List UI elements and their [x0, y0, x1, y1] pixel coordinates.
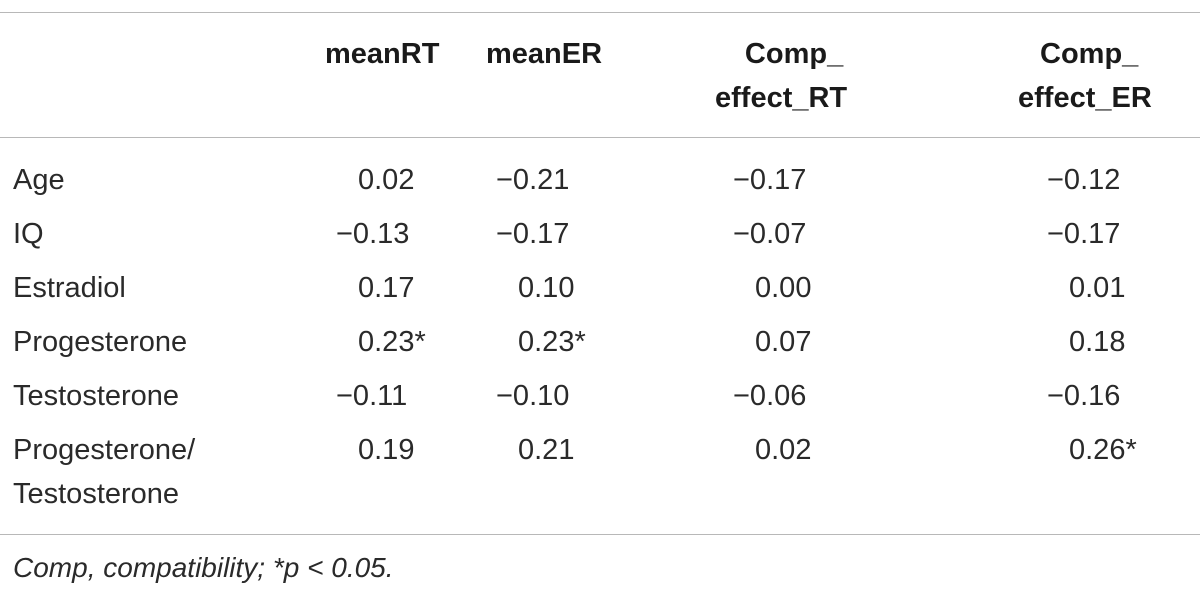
- cell-comp-effect-er: 0.26*: [1069, 434, 1137, 466]
- header-meaner-text: meanER: [486, 38, 603, 70]
- table-top-rule: [0, 12, 1200, 13]
- row-label-line1: Progesterone/: [13, 434, 196, 466]
- header-comp-effect-er: Comp_ effect_ER: [1018, 32, 1152, 120]
- cell-comp-effect-rt: −0.06: [733, 380, 807, 412]
- cell-meanrt: 0.17: [358, 272, 415, 304]
- cell-meaner: 0.23*: [518, 326, 586, 358]
- row-label: Estradiol: [13, 272, 126, 304]
- cell-meaner: 0.21: [518, 434, 575, 466]
- cell-comp-effect-rt: 0.07: [755, 326, 812, 358]
- cell-meanrt: 0.02: [358, 164, 415, 196]
- table-bottom-rule: [0, 534, 1200, 535]
- header-meaner: meanER: [486, 32, 602, 76]
- header-meanrt-text: meanRT: [325, 38, 440, 70]
- header-comp-effect-rt: Comp_ effect_RT: [715, 32, 847, 120]
- row-label: Progesterone/ Testosterone: [13, 428, 195, 516]
- cell-meaner: −0.10: [496, 380, 570, 412]
- row-label: Age: [13, 164, 65, 196]
- cell-meanrt: 0.23*: [358, 326, 426, 358]
- cell-comp-effect-rt: 0.00: [755, 272, 812, 304]
- header-meanrt: meanRT: [325, 32, 439, 76]
- cell-comp-effect-rt: −0.17: [733, 164, 807, 196]
- header-comp-effect-rt-line1: Comp_: [744, 38, 844, 70]
- row-label: Progesterone: [13, 326, 188, 358]
- row-label: IQ: [13, 218, 44, 250]
- cell-meaner: −0.21: [496, 164, 570, 196]
- cell-meaner: 0.10: [518, 272, 575, 304]
- cell-comp-effect-rt: 0.02: [755, 434, 812, 466]
- cell-meanrt: −0.13: [336, 218, 410, 250]
- row-label-line2: Testosterone: [13, 478, 180, 510]
- header-comp-effect-er-line1: Comp_: [1040, 38, 1139, 70]
- cell-comp-effect-er: −0.12: [1047, 164, 1121, 196]
- cell-comp-effect-er: 0.01: [1069, 272, 1126, 304]
- cell-meanrt: −0.11: [336, 380, 408, 412]
- row-label: Testosterone: [13, 380, 180, 412]
- cell-comp-effect-er: −0.17: [1047, 218, 1121, 250]
- cell-meanrt: 0.19: [358, 434, 415, 466]
- cell-meaner: −0.17: [496, 218, 570, 250]
- table-footnote: Comp, compatibility; *p < 0.05.: [13, 552, 394, 583]
- header-comp-effect-er-line2: effect_ER: [1018, 82, 1152, 114]
- cell-comp-effect-rt: −0.07: [733, 218, 807, 250]
- cell-comp-effect-er: −0.16: [1047, 380, 1121, 412]
- header-comp-effect-rt-line2: effect_RT: [715, 82, 848, 114]
- table-header-rule: [0, 137, 1200, 138]
- cell-comp-effect-er: 0.18: [1069, 326, 1126, 358]
